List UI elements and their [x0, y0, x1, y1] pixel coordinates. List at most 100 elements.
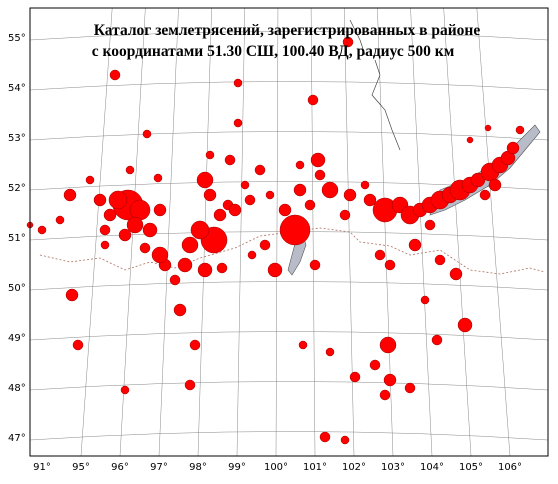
earthquake [228, 203, 242, 217]
latitude-line [29, 331, 549, 341]
earthquake [319, 431, 331, 443]
earthquake [125, 165, 135, 175]
earthquake [153, 173, 163, 183]
earthquake [233, 118, 243, 128]
longitude-line [410, 7, 433, 457]
earthquake [304, 199, 316, 211]
earthquake [184, 379, 196, 391]
earthquake [363, 193, 377, 207]
latitude-label: 51° [8, 233, 26, 244]
longitude-label: 101° [303, 462, 327, 473]
river [349, 19, 401, 151]
latitude-label: 50° [8, 283, 26, 294]
earthquake [85, 175, 95, 185]
earthquake [384, 259, 396, 271]
earthquake [515, 125, 525, 135]
latitude-label: 47° [8, 433, 26, 444]
latitude-label: 54° [8, 83, 26, 94]
earthquake [103, 208, 117, 222]
earthquake [139, 242, 151, 254]
earthquake [466, 136, 474, 144]
earthquake [109, 69, 121, 81]
longitude-label: 99° [228, 462, 246, 473]
earthquake [244, 194, 256, 206]
earthquake [325, 347, 335, 357]
longitude-line [476, 7, 511, 457]
earthquake [72, 339, 84, 351]
earthquake [151, 246, 169, 264]
longitude-line [236, 7, 246, 457]
longitude-label: 91° [33, 462, 51, 473]
earthquake [153, 203, 167, 217]
earthquake [189, 339, 201, 351]
earthquake [349, 371, 361, 383]
latitude-label: 55° [8, 33, 26, 44]
earthquake [205, 150, 215, 160]
longitude-label: 95° [72, 462, 90, 473]
earthquake [240, 180, 250, 190]
latitude-label: 52° [8, 183, 26, 194]
latitude-line [29, 281, 549, 291]
earthquake [295, 160, 305, 170]
longitude-label: 106° [498, 462, 522, 473]
earthquake [265, 190, 275, 200]
earthquake [203, 188, 217, 202]
earthquake [259, 239, 271, 251]
earthquake [310, 152, 326, 168]
earthquake [484, 124, 492, 132]
longitude-label: 104° [420, 462, 444, 473]
earthquake [233, 78, 243, 88]
longitude-line [310, 7, 316, 457]
longitude-label: 96° [111, 462, 129, 473]
earthquake [118, 228, 132, 242]
earthquake [369, 359, 381, 371]
earthquake [142, 129, 152, 139]
latitude-line [29, 31, 549, 41]
earthquake [99, 224, 111, 236]
earthquake [420, 295, 430, 305]
earthquake [383, 373, 397, 387]
longitude-label: 97° [150, 462, 168, 473]
longitude-line [275, 7, 279, 457]
earthquake [213, 208, 227, 222]
earthquake [343, 188, 357, 202]
earthquake [181, 236, 199, 254]
earthquake [224, 154, 236, 166]
longitude-label: 102° [342, 462, 366, 473]
earthquake [55, 215, 65, 225]
earthquake [298, 340, 308, 350]
earthquake [279, 214, 311, 246]
title-line: Каталог землетрясений, зарегистрированны… [94, 22, 481, 39]
earthquakes [26, 36, 525, 445]
earthquake [93, 193, 107, 207]
earthquake [267, 262, 283, 278]
earthquake [404, 382, 416, 394]
earthquake [108, 190, 128, 210]
earthquake [431, 334, 443, 346]
earthquake [37, 225, 47, 235]
latitude-line [29, 381, 549, 391]
earthquake [488, 178, 502, 192]
earthquake [434, 254, 446, 266]
earthquake [374, 249, 386, 261]
title-line: с координатами 51.30 СШ, 100.40 ВД, ради… [92, 43, 455, 60]
earthquake [63, 188, 77, 202]
longitude-label: 103° [381, 462, 405, 473]
earthquake [408, 238, 422, 252]
longitude-label: 98° [189, 462, 207, 473]
earthquake [479, 189, 491, 201]
earthquake [196, 171, 214, 189]
earthquake [65, 288, 79, 302]
earthquake [169, 274, 181, 286]
map-frame [29, 7, 549, 457]
earthquake [506, 141, 520, 155]
earthquake [342, 36, 354, 48]
earthquake [340, 435, 350, 445]
earthquake [120, 385, 130, 395]
earthquake [177, 257, 193, 273]
earthquake [247, 250, 257, 260]
earthquake [339, 209, 351, 221]
earthquake [470, 172, 486, 188]
